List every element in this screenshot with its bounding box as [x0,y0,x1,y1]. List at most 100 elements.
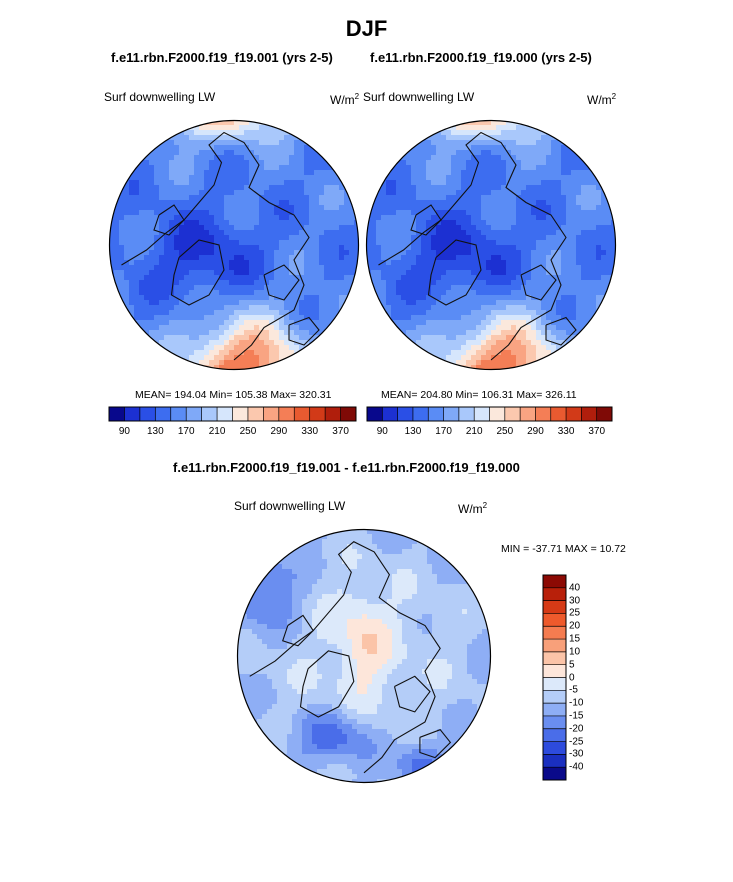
map-cell [516,265,522,271]
map-cell [406,205,412,211]
map-cell [239,290,245,296]
map-cell [164,235,170,241]
map-cell [244,190,250,196]
map-cell [139,160,145,166]
map-cell [446,280,452,286]
map-cell [254,315,260,321]
map-cell [272,599,278,605]
map-cell [546,275,552,281]
map-cell [486,180,492,186]
map-cell [144,250,150,256]
map-cell [596,280,602,286]
map-cell [551,235,557,241]
map-cell [476,205,482,211]
map-cell [139,170,145,176]
figure-title: DJF [345,16,388,41]
map-cell [521,250,527,256]
map-cell [234,310,240,316]
map-cell [526,250,532,256]
map-cell [362,614,368,620]
map-cell [536,215,542,221]
map-cell [139,260,145,266]
map-cell [184,220,190,226]
map-cell [486,160,492,166]
map-cell [279,265,285,271]
map-cell [169,210,175,216]
map-cell [436,275,442,281]
map-cell [391,190,397,196]
map-cell [199,340,205,346]
map-cell [254,175,260,181]
map-cell [334,255,340,261]
map-cell [224,225,230,231]
map-cell [302,604,308,610]
map-cell [511,305,517,311]
map-cell [259,305,265,311]
map-cell [272,574,278,580]
map-cell [396,200,402,206]
map-cell [476,235,482,241]
map-cell [591,265,597,271]
map-cell [586,270,592,276]
map-cell [144,285,150,291]
map-cell [446,130,452,136]
map-cell [284,165,290,171]
map-cell [486,155,492,161]
map-cell [491,250,497,256]
map-cell [119,285,125,291]
panel-diff-title: f.e11.rbn.F2000.f19_f19.001 - f.e11.rbn.… [173,460,520,475]
map-cell [327,589,333,595]
map-cell [526,280,532,286]
map-cell [339,245,345,251]
map-cell [144,190,150,196]
map-cell [317,544,323,550]
map-cell [406,195,412,201]
map-cell [219,275,225,281]
map-cell [382,529,388,535]
map-cell [462,604,468,610]
map-cell [294,335,300,341]
map-cell [179,130,185,136]
map-cell [164,260,170,266]
map-cell [561,165,567,171]
map-cell [491,150,497,156]
map-cell [314,315,320,321]
map-cell [491,130,497,136]
map-cell [179,345,185,351]
map-cell [219,120,225,126]
map-cell [307,549,313,555]
map-cell [551,305,557,311]
map-cell [204,315,210,321]
map-cell [476,200,482,206]
map-cell [279,230,285,236]
map-cell [169,335,175,341]
map-cell [576,305,582,311]
map-cell [387,539,393,545]
map-cell [466,285,472,291]
map-cell [367,609,373,615]
map-cell [416,250,422,256]
map-cell [426,200,432,206]
map-cell [199,280,205,286]
map-cell [436,350,442,356]
map-cell [412,594,418,600]
map-cell [189,225,195,231]
map-cell [304,260,310,266]
map-cell [456,175,462,181]
map-cell [591,235,597,241]
map-cell [239,255,245,261]
map-cell [174,285,180,291]
map-cell [169,235,175,241]
map-cell [506,140,512,146]
map-cell [224,340,230,346]
map-cell [149,245,155,251]
map-cell [259,155,265,161]
map-cell [456,150,462,156]
map-cell [457,614,463,620]
map-cell [154,245,160,251]
map-cell [481,190,487,196]
map-cell [214,250,220,256]
map-cell [476,180,482,186]
map-cell [284,210,290,216]
map-cell [377,569,383,575]
